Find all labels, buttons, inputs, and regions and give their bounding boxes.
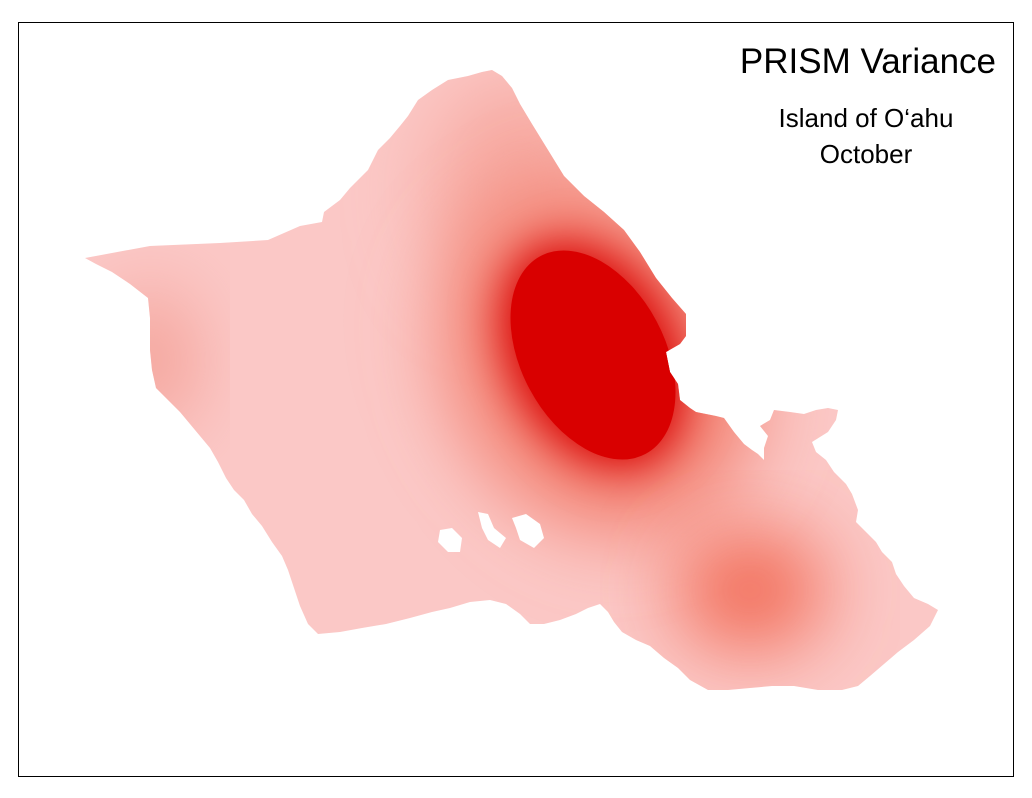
southeast-variance-patch	[675, 530, 825, 650]
month-label: October	[819, 139, 913, 169]
region-label: Island of O‘ahu	[778, 103, 954, 133]
map-subtitle: Island of O‘ahu October	[748, 100, 984, 172]
high-variance-core	[510, 250, 676, 460]
west-variance-patch	[110, 290, 190, 430]
map-title: PRISM Variance	[739, 42, 996, 81]
inland-gaps	[438, 512, 544, 552]
